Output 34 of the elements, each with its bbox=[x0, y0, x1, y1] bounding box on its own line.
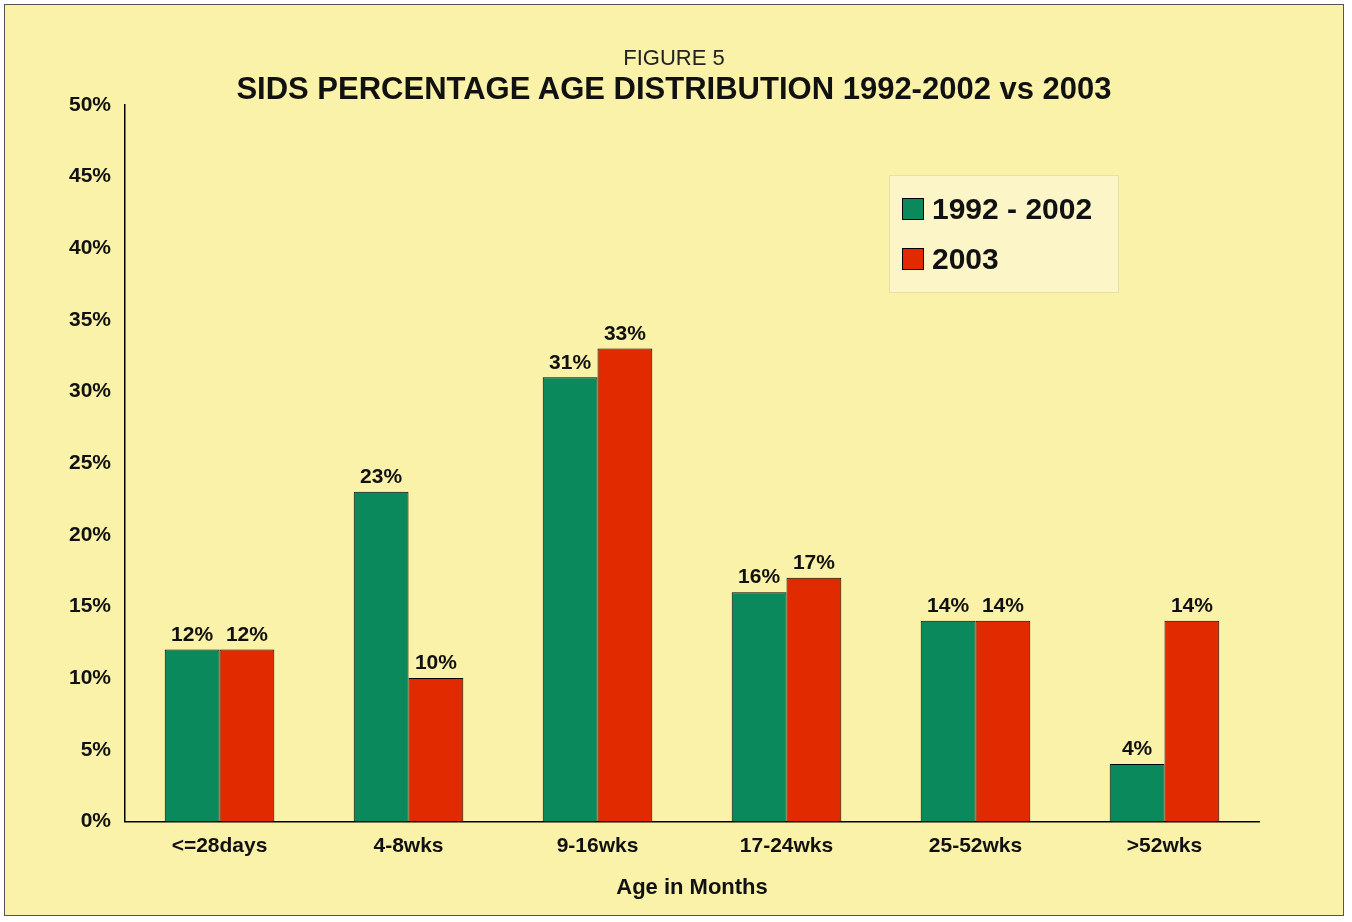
y-tick-label: 15% bbox=[69, 593, 112, 617]
y-tick-label: 10% bbox=[69, 664, 112, 688]
data-label: 16% bbox=[738, 564, 781, 588]
chart-title: SIDS PERCENTAGE AGE DISTRIBUTION 1992-2002 vs 2003 bbox=[236, 71, 1112, 106]
y-tick-label: 35% bbox=[69, 306, 112, 330]
x-tick-label: <=28days bbox=[171, 832, 268, 856]
x-tick-label: >52wks bbox=[1126, 832, 1203, 856]
x-axis-title: Age in Months bbox=[616, 873, 768, 899]
y-tick-label: 20% bbox=[69, 521, 112, 545]
chart-subtitle: FIGURE 5 bbox=[622, 45, 726, 71]
legend-label: 2003 bbox=[932, 242, 999, 276]
y-tick-label: 50% bbox=[69, 91, 112, 115]
y-tick-label: 30% bbox=[69, 378, 112, 402]
x-tick-label: 25-52wks bbox=[928, 832, 1023, 856]
data-label: 17% bbox=[792, 550, 836, 574]
data-label: 12% bbox=[225, 621, 269, 645]
data-label: 14% bbox=[981, 593, 1025, 617]
data-label: 10% bbox=[414, 650, 458, 674]
y-tick-label: 25% bbox=[69, 450, 112, 473]
y-tick-label: 0% bbox=[80, 808, 112, 832]
data-label: 33% bbox=[603, 320, 647, 344]
data-label: 14% bbox=[1170, 593, 1214, 617]
data-label: 31% bbox=[549, 349, 592, 373]
data-label: 4% bbox=[1121, 736, 1153, 760]
data-label: 23% bbox=[360, 464, 403, 488]
legend-label: 1992 - 2002 bbox=[932, 192, 1093, 226]
data-label: 14% bbox=[927, 593, 970, 617]
x-tick-label: 4-8wks bbox=[373, 832, 444, 856]
x-tick-label: 9-16wks bbox=[556, 832, 639, 856]
y-tick-label: 5% bbox=[80, 736, 112, 760]
data-label: 12% bbox=[171, 621, 214, 645]
y-tick-label: 45% bbox=[69, 163, 112, 187]
y-tick-label: 40% bbox=[69, 235, 112, 259]
x-tick-label: 17-24wks bbox=[739, 832, 834, 856]
